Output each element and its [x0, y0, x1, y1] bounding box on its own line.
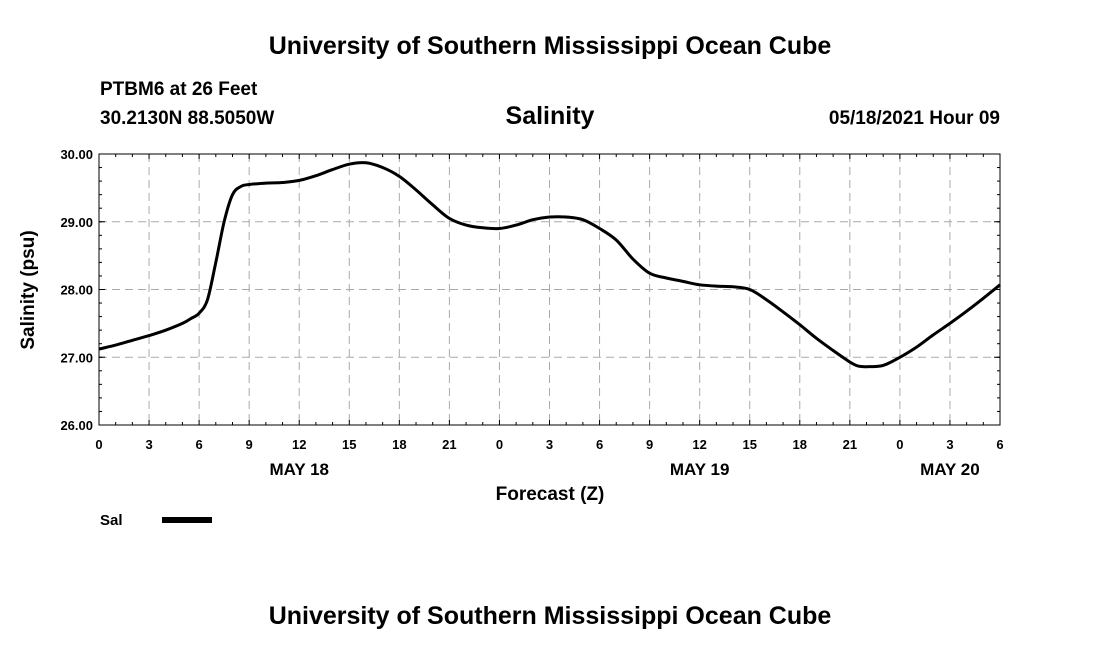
- y-tick-label: 30.00: [60, 147, 93, 162]
- x-tick-label: 0: [496, 437, 503, 452]
- x-tick-label: 9: [246, 437, 253, 452]
- legend: Sal: [100, 512, 212, 529]
- x-tick-label: 0: [95, 437, 102, 452]
- x-tick-label: 12: [292, 437, 306, 452]
- y-axis-label: Salinity (psu): [18, 230, 39, 349]
- station-label: PTBM6 at 26 Feet: [100, 79, 258, 100]
- x-tick-label: 3: [145, 437, 152, 452]
- series-line-sal: [98, 161, 1001, 369]
- x-tick-label: 21: [442, 437, 456, 452]
- y-tick-label: 26.00: [60, 418, 93, 433]
- x-day-label: MAY 18: [269, 460, 329, 479]
- x-day-label: MAY 19: [670, 460, 730, 479]
- x-axis-label: Forecast (Z): [496, 484, 605, 505]
- x-tick-label: 9: [646, 437, 653, 452]
- series-layer: [98, 161, 1001, 369]
- y-tick-label: 27.00: [60, 350, 93, 365]
- x-tick-label: 21: [843, 437, 857, 452]
- x-tick-label: 0: [896, 437, 903, 452]
- x-tick-label: 15: [742, 437, 756, 452]
- location-label: 30.2130N 88.5050W: [100, 108, 274, 129]
- chart-title: Salinity: [506, 102, 595, 130]
- axis-ticks: 0 3 6 9 12 15 18 21 0 3 6 9 12 15 18 21 0 3 6 MAY 18 MAY 19 M…: [60, 147, 1003, 479]
- x-tick-label: 6: [596, 437, 603, 452]
- x-tick-label: 3: [546, 437, 553, 452]
- y-tick-label: 29.00: [60, 215, 93, 230]
- title-bottom: University of Southern Mississippi Ocean…: [269, 602, 832, 630]
- title-top: University of Southern Mississippi Ocean…: [269, 32, 832, 60]
- plot-frame: [98, 153, 1001, 426]
- x-tick-label: 18: [793, 437, 807, 452]
- run-time-label: 05/18/2021 Hour 09: [829, 108, 1000, 129]
- x-tick-label: 12: [692, 437, 706, 452]
- legend-label-sal: Sal: [100, 512, 123, 529]
- x-tick-label: 6: [996, 437, 1003, 452]
- x-tick-label: 18: [392, 437, 406, 452]
- x-day-label: MAY 20: [920, 460, 980, 479]
- x-tick-label: 6: [195, 437, 202, 452]
- x-tick-label: 3: [946, 437, 953, 452]
- x-tick-label: 15: [342, 437, 356, 452]
- y-tick-label: 28.00: [60, 283, 93, 298]
